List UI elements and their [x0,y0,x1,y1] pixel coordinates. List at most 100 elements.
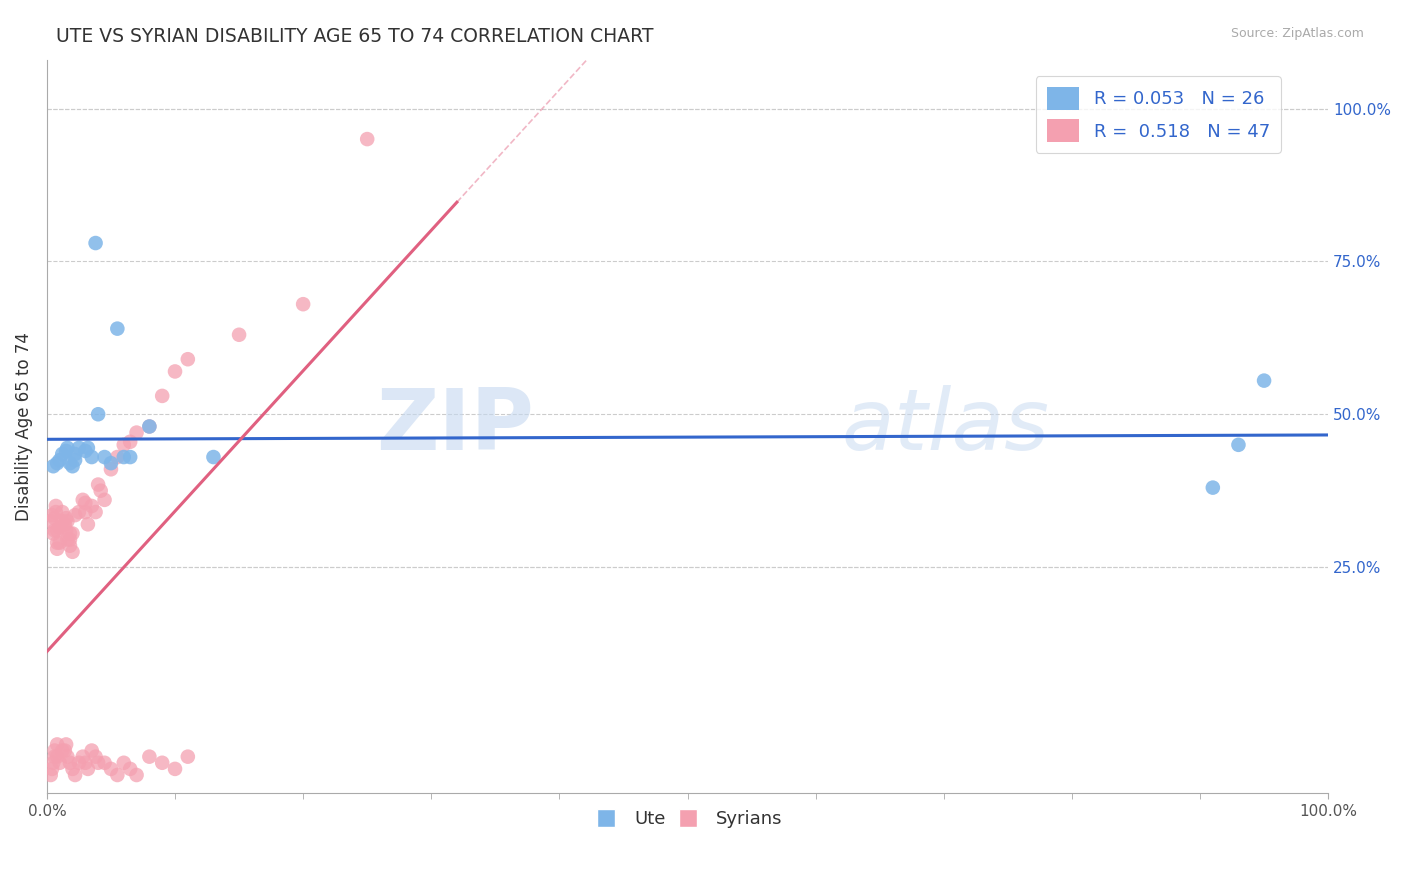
Point [63,453,86,467]
Point [93,492,115,507]
Point [45,505,67,519]
Point [46,749,69,764]
Point [62,545,84,559]
Point [77,517,100,532]
Point [120,762,142,776]
Point [55,524,77,538]
Point [59,756,82,770]
Point [48,756,70,770]
Point [55,738,77,752]
Point [228,327,250,342]
Point [56,441,79,455]
Point [46,456,69,470]
Point [51,505,73,519]
Point [51,447,73,461]
Point [138,419,160,434]
Point [56,749,79,764]
Y-axis label: Disability Age 65 to 74: Disability Age 65 to 74 [15,332,32,521]
Point [46,738,69,752]
Point [75,496,97,510]
Point [46,535,69,549]
Point [44,524,66,538]
Point [93,756,115,770]
Point [48,520,70,534]
Point [46,524,69,538]
Point [56,514,79,528]
Point [80,743,103,757]
Point [105,321,128,335]
Point [80,499,103,513]
Point [59,533,82,547]
Point [42,756,65,770]
Point [63,768,86,782]
Point [44,511,66,525]
Point [163,762,186,776]
Point [48,453,70,467]
Point [84,505,107,519]
Point [59,456,82,470]
Point [45,499,67,513]
Point [39,514,62,528]
Point [44,743,66,757]
Point [53,743,76,757]
Point [42,459,65,474]
Point [177,749,200,764]
Point [163,364,186,378]
Point [75,505,97,519]
Legend: Ute, Syrians: Ute, Syrians [585,803,790,836]
Point [1227,438,1250,452]
Point [63,508,86,523]
Point [84,749,107,764]
Point [46,541,69,556]
Point [41,762,63,776]
Point [59,539,82,553]
Point [120,434,142,449]
Point [56,533,79,547]
Point [356,132,378,146]
Point [150,389,173,403]
Point [62,459,84,474]
Point [1253,374,1275,388]
Point [67,441,90,455]
Point [100,456,122,470]
Point [51,743,73,757]
Text: UTE VS SYRIAN DISABILITY AGE 65 TO 74 CORRELATION CHART: UTE VS SYRIAN DISABILITY AGE 65 TO 74 CO… [56,27,654,45]
Point [72,492,94,507]
Point [150,756,173,770]
Point [62,762,84,776]
Point [55,511,77,525]
Point [51,514,73,528]
Point [292,297,315,311]
Point [39,768,62,782]
Point [100,762,122,776]
Point [125,768,148,782]
Point [59,526,82,541]
Point [1202,481,1225,495]
Point [75,756,97,770]
Point [67,756,90,770]
Point [93,450,115,464]
Point [42,526,65,541]
Point [112,756,135,770]
Point [138,419,160,434]
Point [62,526,84,541]
Point [177,352,200,367]
Point [202,450,225,464]
Point [80,450,103,464]
Point [87,477,110,491]
Point [48,535,70,549]
Point [87,407,110,421]
Text: ZIP: ZIP [375,385,534,468]
Point [77,762,100,776]
Point [44,749,66,764]
Point [55,444,77,458]
Point [72,749,94,764]
Point [105,768,128,782]
Text: atlas: atlas [841,385,1049,468]
Point [125,425,148,440]
Point [41,508,63,523]
Point [67,505,90,519]
Text: Source: ZipAtlas.com: Source: ZipAtlas.com [1230,27,1364,40]
Point [90,483,112,498]
Point [112,450,135,464]
